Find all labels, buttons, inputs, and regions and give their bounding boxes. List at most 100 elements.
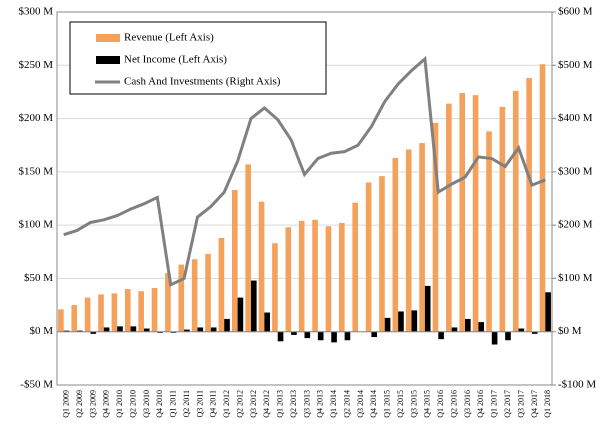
bar	[58, 309, 64, 332]
x-tick-label: Q1 2015	[383, 390, 392, 418]
bar	[478, 322, 485, 332]
bar	[352, 202, 359, 332]
x-tick-label: Q1 2014	[329, 390, 338, 418]
bar	[285, 227, 292, 332]
bar	[384, 317, 391, 332]
bar	[432, 122, 439, 332]
x-tick-label: Q3 2016	[463, 390, 472, 418]
bar	[424, 285, 431, 332]
bar	[77, 330, 83, 332]
y2-tick-label: -$100 M	[558, 379, 596, 391]
y2-tick-label: $200 M	[558, 219, 593, 231]
bar	[371, 331, 378, 338]
bar	[231, 189, 238, 332]
bar	[451, 327, 458, 332]
bar	[472, 95, 479, 332]
x-tick-label: Q1 2016	[436, 390, 445, 418]
x-tick-label: Q2 2010	[128, 390, 137, 418]
bar	[512, 90, 519, 332]
bar	[459, 92, 466, 332]
legend-label: Net Income (Left Axis)	[124, 54, 227, 66]
bar	[365, 182, 372, 332]
bar	[111, 293, 118, 332]
bar	[117, 326, 123, 332]
bar	[446, 103, 452, 332]
y-tick-label: $50 M	[24, 272, 53, 284]
bar	[84, 297, 91, 332]
y-tick-label: $250 M	[18, 59, 53, 71]
plot-frame	[56, 11, 553, 386]
y-tick-label: $0 M	[29, 325, 53, 337]
x-tick-label: Q3 2017	[516, 390, 525, 418]
legend-label: Cash And Investments (Right Axis)	[124, 76, 281, 88]
bar	[411, 310, 418, 332]
bar	[545, 292, 551, 332]
bar	[250, 280, 257, 332]
x-tick-label: Q1 2012	[222, 390, 231, 418]
bar	[264, 312, 270, 332]
y2-tick-label: $600 M	[558, 6, 593, 18]
bar	[143, 328, 150, 332]
bar	[325, 226, 332, 332]
x-tick-label: Q3 2009	[88, 390, 97, 418]
y2-tick-label: $300 M	[558, 165, 593, 177]
bar	[392, 158, 399, 332]
x-tick-label: Q1 2013	[276, 390, 285, 418]
x-tick-label: Q4 2010	[155, 390, 164, 418]
bar	[124, 289, 131, 332]
bar	[151, 288, 158, 332]
bar	[518, 328, 525, 332]
bar	[130, 326, 137, 332]
x-tick-label: Q2 2009	[75, 390, 84, 418]
bar	[298, 220, 305, 332]
bar	[405, 149, 412, 332]
bar	[344, 331, 351, 341]
y-tick-label: $300 M	[18, 6, 53, 18]
y2-tick-label: $100 M	[558, 272, 593, 284]
x-tick-label: Q1 2009	[62, 390, 71, 418]
x-tick-label: Q2 2016	[449, 390, 458, 418]
x-tick-label: Q3 2012	[249, 390, 258, 418]
bar	[210, 327, 217, 332]
x-tick-label: Q2 2013	[289, 390, 298, 418]
bar	[312, 219, 318, 332]
x-tick-label: Q2 2015	[396, 390, 405, 418]
bar	[170, 331, 177, 333]
x-tick-label: Q4 2011	[209, 390, 218, 417]
y2-tick-label: $500 M	[558, 59, 593, 71]
x-tick-label: Q3 2011	[195, 390, 204, 417]
bar	[103, 327, 110, 332]
bar	[165, 273, 171, 332]
bar	[486, 131, 492, 332]
bar	[438, 331, 444, 340]
x-tick-label: Q2 2012	[235, 390, 244, 418]
bar	[419, 143, 425, 332]
bar	[63, 330, 70, 332]
x-tick-label: Q4 2013	[316, 390, 325, 418]
bar	[277, 331, 284, 342]
x-tick-label: Q4 2016	[476, 390, 485, 418]
bar	[531, 331, 538, 334]
bar	[90, 331, 97, 334]
bar	[339, 223, 345, 332]
x-tick-label: Q1 2010	[115, 390, 124, 418]
bar	[197, 327, 204, 332]
bar	[331, 331, 337, 343]
y-tick-label: $100 M	[18, 219, 53, 231]
bar	[224, 318, 230, 332]
y-tick-label: $150 M	[18, 165, 53, 177]
bar	[398, 311, 404, 332]
x-tick-label: Q4 2009	[102, 390, 111, 418]
bar	[138, 291, 144, 332]
bar	[291, 331, 297, 335]
bar	[304, 331, 311, 339]
x-tick-label: Q2 2017	[503, 390, 512, 418]
bar	[184, 329, 190, 332]
legend-swatch	[96, 56, 120, 64]
y2-tick-label: $0 M	[558, 325, 582, 337]
bar	[98, 294, 104, 332]
y-tick-label: $200 M	[18, 112, 53, 124]
bar	[465, 318, 471, 332]
x-tick-label: Q4 2014	[369, 390, 378, 418]
bar	[317, 331, 324, 341]
